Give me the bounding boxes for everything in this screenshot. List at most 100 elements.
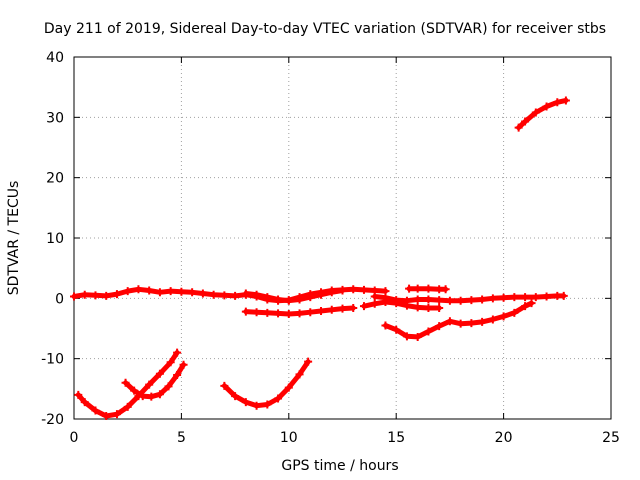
- y-axis-label: SDTVAR / TECUs: [6, 181, 22, 296]
- series-arc-h: [514, 96, 570, 132]
- y-tick-label: 30: [46, 110, 64, 126]
- data-point: [542, 292, 551, 301]
- x-tick-label: 5: [177, 430, 186, 446]
- series-arc-j: [121, 360, 188, 401]
- data-point: [173, 370, 182, 379]
- data-point: [284, 296, 293, 305]
- data-point: [413, 295, 422, 304]
- data-point: [91, 406, 100, 415]
- data-point: [424, 327, 433, 336]
- data-point: [112, 290, 121, 299]
- data-point: [327, 288, 336, 297]
- data-point: [521, 117, 530, 126]
- data-point: [531, 293, 540, 302]
- data-point: [349, 285, 358, 294]
- grid-lines: [74, 57, 611, 419]
- data-point: [295, 370, 304, 379]
- data-point: [91, 291, 100, 300]
- data-point: [338, 304, 347, 313]
- data-point: [263, 400, 272, 409]
- data-point: [80, 398, 89, 407]
- data-point: [413, 284, 422, 293]
- data-point: [263, 293, 272, 302]
- data-point: [531, 108, 540, 117]
- data-point: [381, 297, 390, 306]
- data-point: [317, 290, 326, 299]
- data-point: [173, 348, 182, 357]
- data-point: [521, 293, 530, 302]
- data-point: [467, 319, 476, 328]
- data-point: [338, 286, 347, 295]
- data-point: [123, 402, 132, 411]
- data-point: [456, 319, 465, 328]
- data-point: [295, 309, 304, 318]
- data-point: [514, 123, 523, 132]
- x-tick-label: 25: [602, 430, 620, 446]
- data-point: [80, 290, 89, 299]
- data-point: [413, 303, 422, 312]
- data-point: [145, 286, 154, 295]
- data-point: [542, 102, 551, 111]
- chart-title: Day 211 of 2019, Sidereal Day-to-day VTE…: [44, 21, 606, 37]
- data-point: [188, 288, 197, 297]
- data-point: [370, 299, 379, 308]
- axis-ticks: 0 5 10 15 20 25 -20 -10 0 10 20 30 40: [41, 50, 620, 446]
- data-point: [220, 291, 229, 300]
- data-point: [198, 289, 207, 298]
- data-point: [445, 317, 454, 326]
- data-point: [102, 411, 111, 420]
- data-point: [349, 303, 358, 312]
- data-point: [231, 291, 240, 300]
- data-point: [155, 390, 164, 399]
- y-tick-label: 10: [46, 231, 64, 247]
- data-point: [381, 321, 390, 330]
- data-point: [488, 315, 497, 324]
- data-point: [241, 398, 250, 407]
- data-point: [121, 378, 130, 387]
- data-point: [327, 305, 336, 314]
- data-point: [220, 381, 229, 390]
- x-tick-label: 20: [495, 430, 513, 446]
- data-point: [392, 299, 401, 308]
- data-point: [561, 96, 570, 105]
- data-point: [155, 288, 164, 297]
- data-point: [70, 292, 78, 301]
- data-point: [392, 325, 401, 334]
- series-layer: [70, 96, 570, 420]
- data-point: [467, 296, 476, 305]
- data-point: [74, 390, 83, 399]
- y-tick-label: 20: [46, 171, 64, 187]
- data-point: [402, 332, 411, 341]
- data-point: [306, 308, 315, 317]
- y-tick-label: 40: [46, 50, 64, 66]
- data-point: [241, 307, 250, 316]
- data-point: [527, 299, 536, 308]
- data-point: [499, 312, 508, 321]
- data-point: [147, 392, 156, 401]
- series-arc-d: [241, 286, 347, 305]
- data-point: [179, 360, 188, 369]
- series-arc-e: [241, 303, 358, 319]
- y-tick-label: -20: [41, 412, 64, 428]
- data-point: [499, 293, 508, 302]
- series-line: [243, 288, 345, 304]
- data-point: [166, 358, 175, 367]
- data-point: [274, 394, 283, 403]
- x-tick-label: 15: [387, 430, 405, 446]
- data-point: [559, 291, 568, 300]
- data-point: [445, 296, 454, 305]
- data-point: [231, 392, 240, 401]
- data-point: [274, 309, 283, 318]
- data-point: [435, 296, 444, 305]
- data-point: [435, 303, 444, 312]
- data-point: [424, 295, 433, 304]
- data-point: [177, 287, 186, 296]
- data-point: [284, 383, 293, 392]
- data-point: [478, 295, 487, 304]
- series-arc-f: [359, 297, 444, 312]
- data-point: [510, 293, 519, 302]
- data-point: [370, 292, 379, 301]
- series-line: [221, 359, 311, 409]
- data-point: [295, 295, 304, 304]
